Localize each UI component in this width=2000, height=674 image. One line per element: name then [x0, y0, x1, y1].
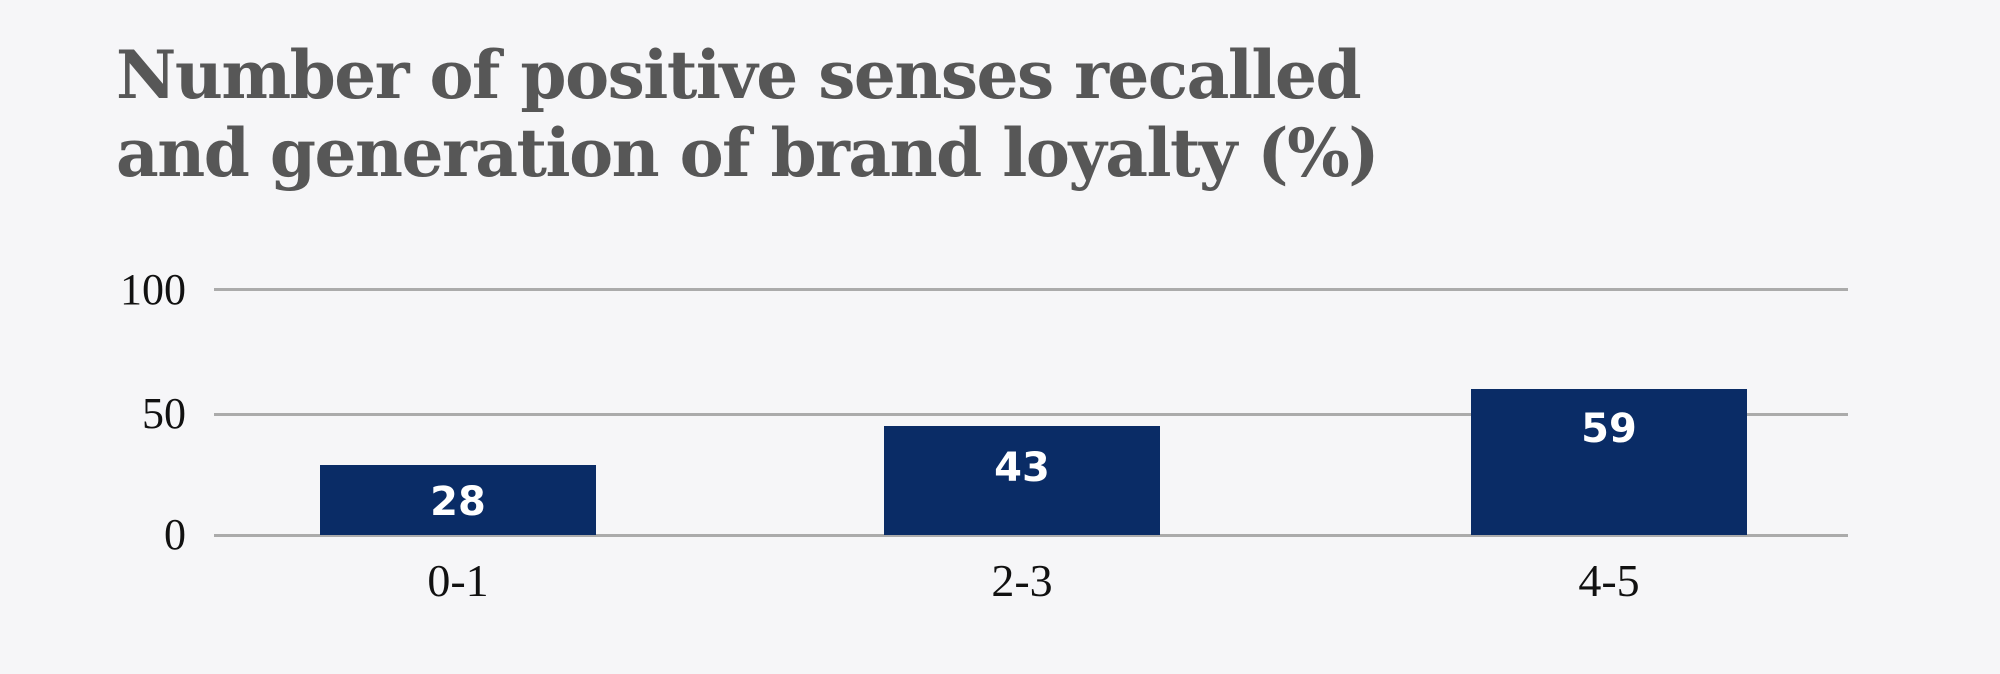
bar-value-label: 43 [994, 445, 1050, 491]
bar-4-5: 59 [1471, 389, 1747, 535]
y-tick-label: 100 [120, 265, 186, 314]
bar-0-1: 28 [320, 465, 596, 535]
chart-title-line-2: and generation of brand loyalty (%) [116, 114, 1380, 192]
bar-value-label: 59 [1581, 406, 1637, 452]
gridline-50 [214, 413, 1848, 416]
bar-2-3: 43 [884, 426, 1160, 535]
y-tick-label: 50 [142, 389, 186, 438]
x-tick-label: 4-5 [1578, 555, 1640, 606]
x-tick-label: 2-3 [991, 555, 1053, 606]
chart-title: Number of positive senses recalled and g… [116, 36, 1616, 192]
y-tick-label: 0 [164, 510, 186, 559]
chart-title-line-1: Number of positive senses recalled [116, 36, 1362, 114]
gridline-100 [214, 288, 1848, 291]
bar-value-label: 28 [430, 479, 486, 525]
x-tick-label: 0-1 [427, 555, 489, 606]
gridline-0-baseline [214, 534, 1848, 537]
